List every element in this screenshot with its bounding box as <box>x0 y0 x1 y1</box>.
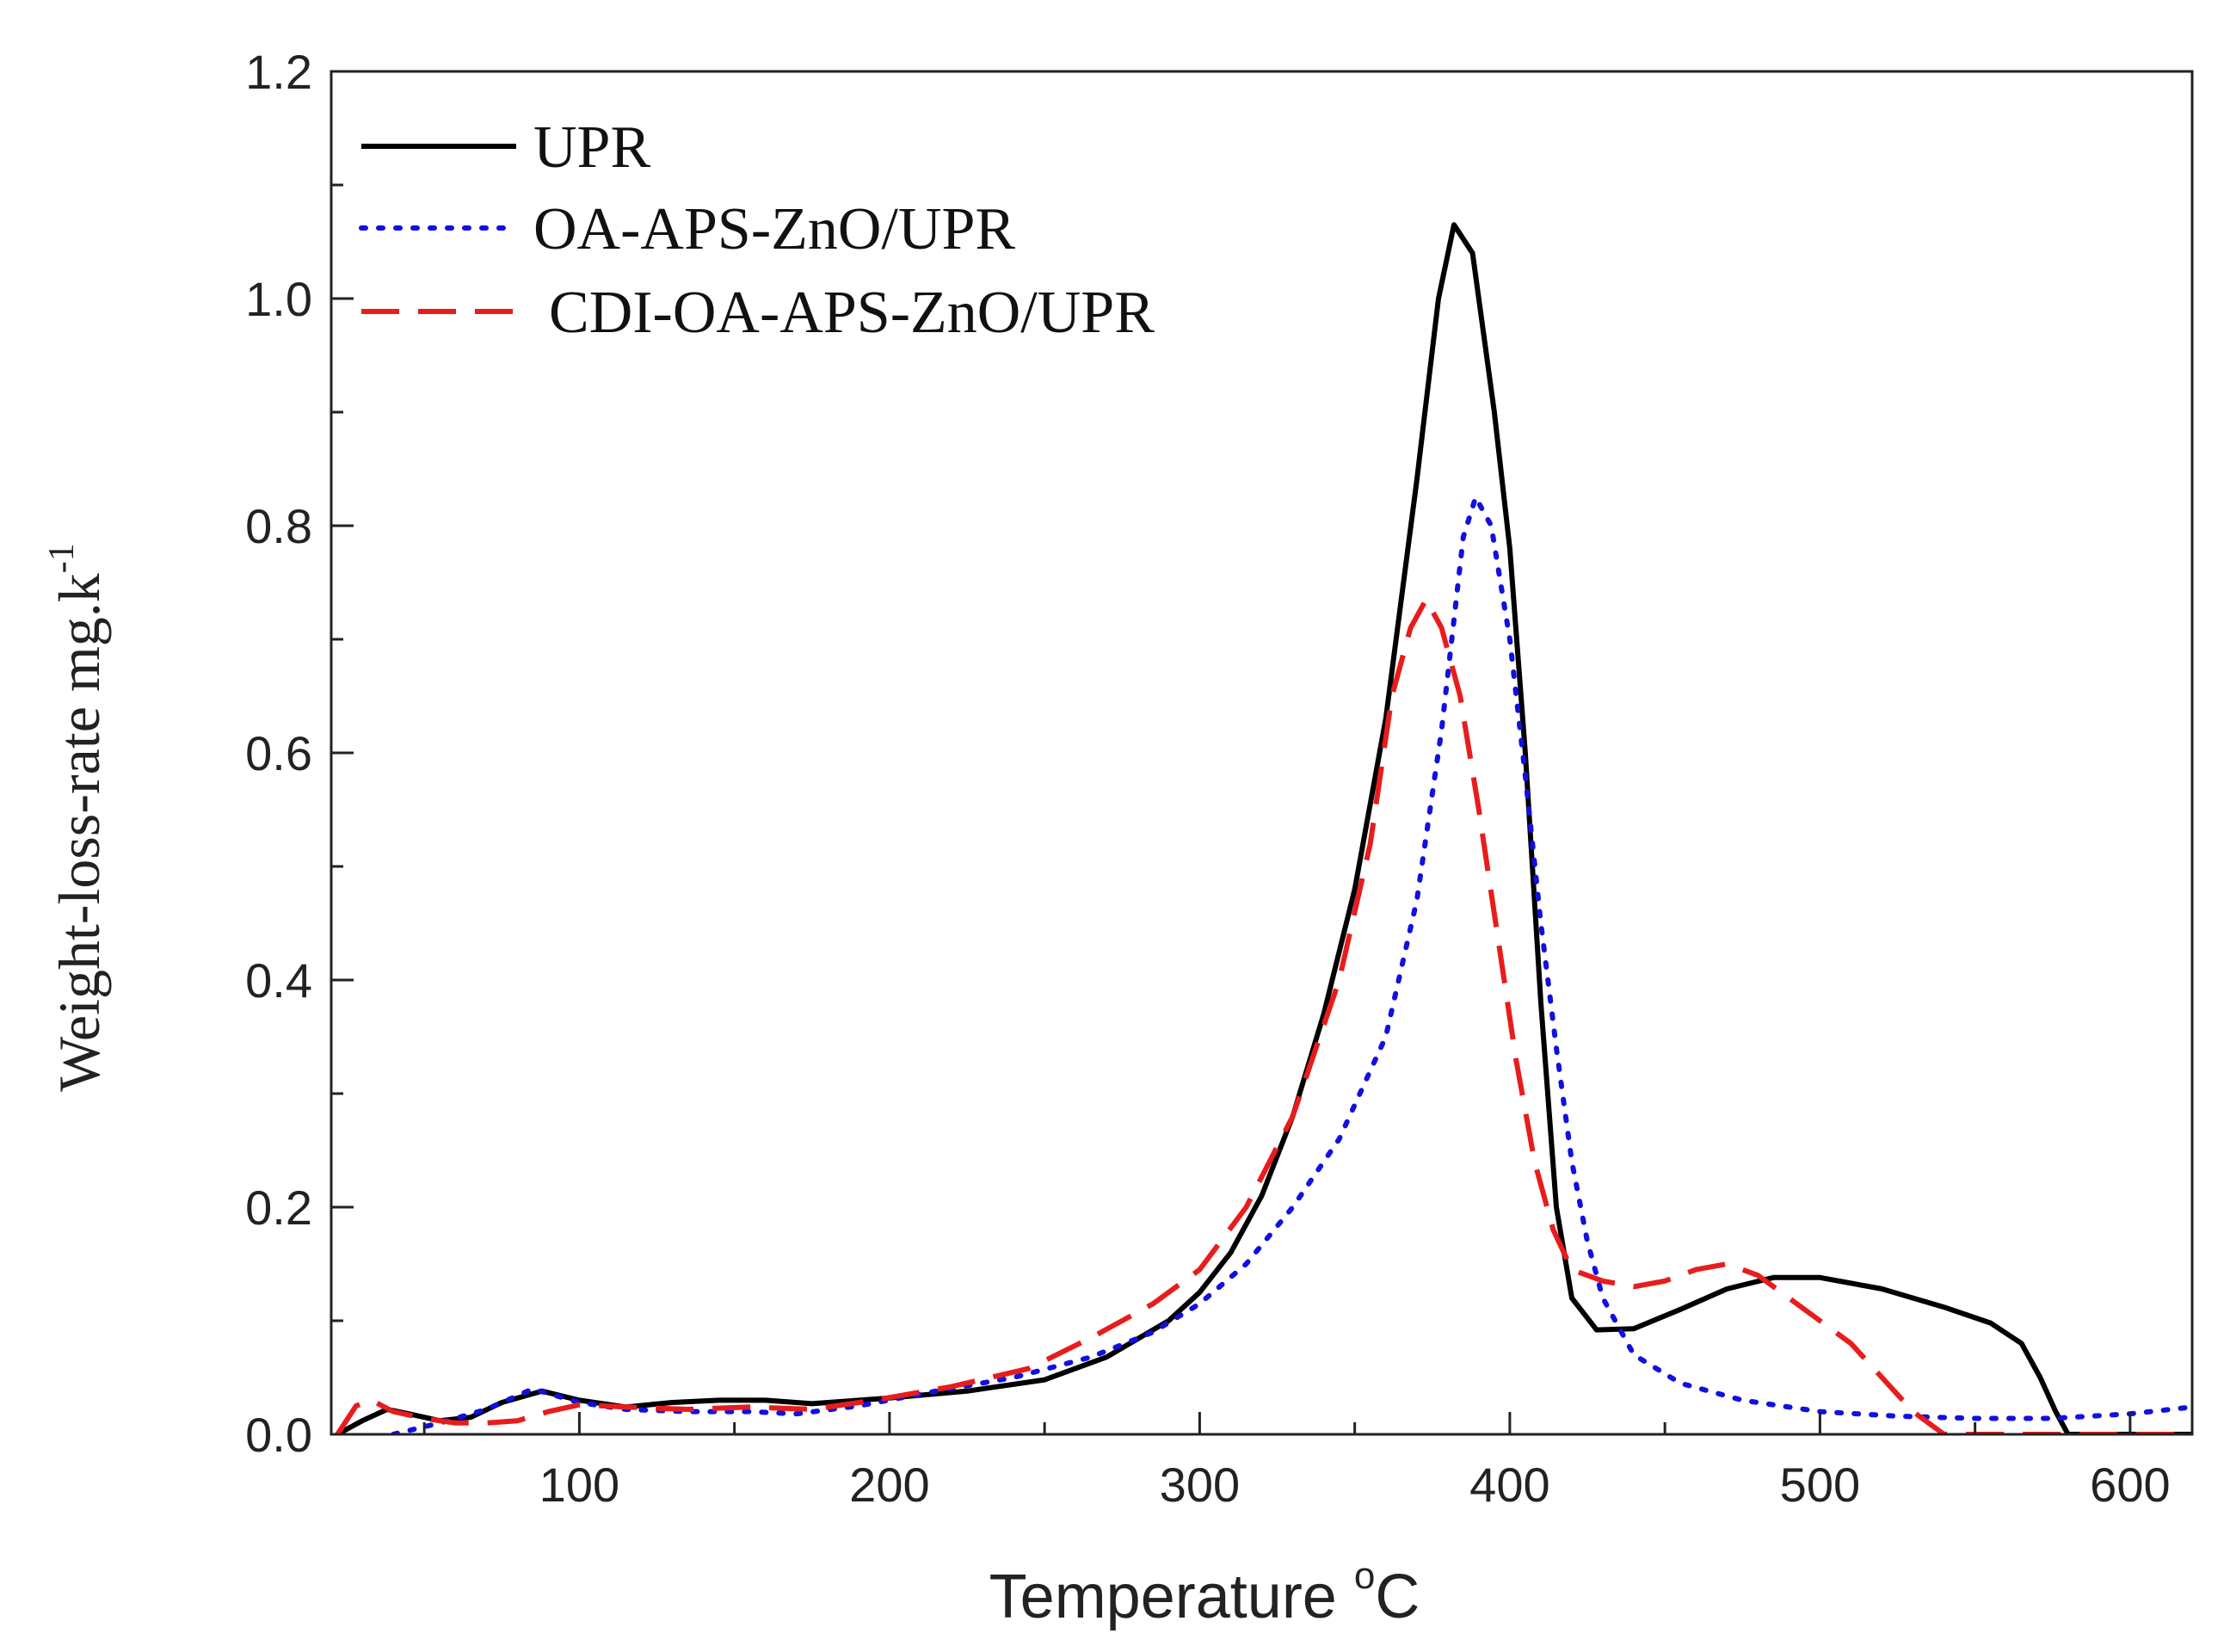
x-tick-label: 200 <box>849 1458 929 1512</box>
x-tick-label: 100 <box>539 1458 619 1512</box>
y-tick-label: 0.8 <box>245 499 312 553</box>
y-axis-label: Weight-loss-rate mg.k-1 <box>42 543 112 1092</box>
x-tick-label: 500 <box>1780 1458 1860 1512</box>
y-tick-label: 0.0 <box>245 1408 312 1462</box>
x-axis-label: Temperature oC <box>989 1555 1420 1631</box>
y-tick-label: 0.4 <box>245 953 312 1008</box>
legend-label-2: CDI-OA-APS-ZnO/UPR <box>549 280 1155 346</box>
y-tick-label: 1.2 <box>245 45 312 99</box>
x-tick-label: 400 <box>1469 1458 1549 1512</box>
axes-layer: 100 200 300 400 500 600 0.0 0.2 0.4 0.6 0.8 1.0 1.2 T… <box>42 45 2194 1631</box>
legend-label-1: OA-APS-ZnO/UPR <box>533 196 1015 262</box>
x-tick-label: 600 <box>2090 1458 2170 1512</box>
y-tick-label: 1.0 <box>245 272 312 326</box>
legend: UPR OA-APS-ZnO/UPR CDI-OA-APS-ZnO/UPR <box>359 114 1155 346</box>
x-tick-label: 300 <box>1160 1458 1240 1512</box>
y-tick-label: 0.2 <box>245 1180 312 1235</box>
y-tick-label: 0.6 <box>245 726 312 780</box>
series-line-cdi-oa-aps-zno-upr <box>335 596 2192 1434</box>
legend-label-0: UPR <box>533 114 650 181</box>
series-line-upr <box>336 222 2192 1434</box>
series-layer <box>335 222 2192 1434</box>
